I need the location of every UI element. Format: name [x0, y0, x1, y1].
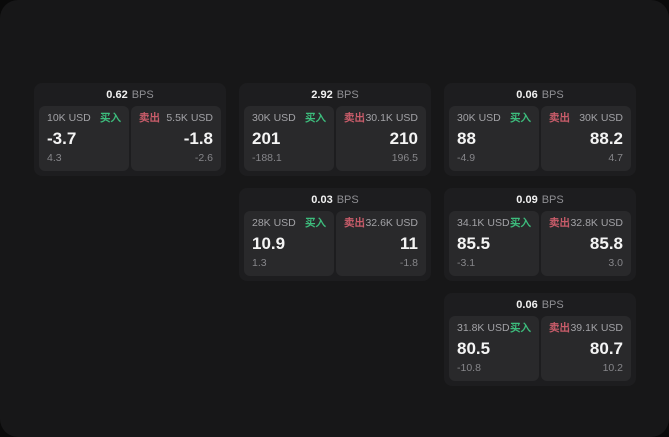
buy-label: 买入: [510, 322, 531, 334]
spread-unit: BPS: [541, 88, 564, 101]
sell-amount: 30K USD: [579, 112, 623, 124]
buy-panel[interactable]: 28K USD 买入 10.9 1.3: [244, 211, 334, 276]
sell-price: 88.2: [589, 129, 623, 148]
buy-sub-value: -4.9: [457, 152, 476, 164]
sell-price: -1.8: [183, 129, 213, 148]
buy-sub-value: -10.8: [457, 362, 481, 374]
spread-value: 0.03: [311, 193, 333, 206]
buy-amount: 28K USD: [252, 217, 296, 229]
spread-value: 2.92: [311, 88, 333, 101]
sell-label: 卖出: [344, 112, 365, 124]
sell-amount: 39.1K USD: [570, 322, 623, 334]
buy-label: 买入: [100, 112, 121, 124]
sell-sub-value: 4.7: [608, 152, 623, 164]
quote-card: 0.03 BPS 28K USD 买入 10.9 1.3 卖出 32.6K US…: [239, 188, 431, 281]
buy-panel[interactable]: 31.8K USD 买入 80.5 -10.8: [449, 316, 539, 381]
quote-card: 0.06 BPS 31.8K USD 买入 80.5 -10.8 卖出 39.1…: [444, 293, 636, 386]
quote-panels: 28K USD 买入 10.9 1.3 卖出 32.6K USD 11 -1.8: [239, 211, 431, 281]
sell-label: 卖出: [549, 322, 570, 334]
card-header: 2.92 BPS: [239, 83, 431, 106]
sell-label: 卖出: [139, 112, 160, 124]
quote-panels: 30K USD 买入 201 -188.1 卖出 30.1K USD 210 1…: [239, 106, 431, 176]
sell-sub-value: -2.6: [194, 152, 213, 164]
buy-price: 80.5: [457, 339, 491, 358]
card-header: 0.62 BPS: [34, 83, 226, 106]
spread-unit: BPS: [336, 193, 359, 206]
quote-panels: 10K USD 买入 -3.7 4.3 卖出 5.5K USD -1.8 -2.…: [34, 106, 226, 176]
quote-panels: 31.8K USD 买入 80.5 -10.8 卖出 39.1K USD 80.…: [444, 316, 636, 386]
sell-panel[interactable]: 卖出 5.5K USD -1.8 -2.6: [131, 106, 221, 171]
buy-amount: 30K USD: [457, 112, 501, 124]
buy-amount: 34.1K USD: [457, 217, 510, 229]
quote-panels: 34.1K USD 买入 85.5 -3.1 卖出 32.8K USD 85.8…: [444, 211, 636, 281]
buy-amount: 30K USD: [252, 112, 296, 124]
sell-price: 11: [400, 234, 418, 253]
buy-sub-value: -188.1: [252, 152, 282, 164]
buy-price: -3.7: [47, 129, 77, 148]
buy-price: 88: [457, 129, 476, 148]
quote-card: 0.62 BPS 10K USD 买入 -3.7 4.3 卖出 5.5K USD: [34, 83, 226, 176]
sell-label: 卖出: [549, 112, 570, 124]
sell-amount: 5.5K USD: [166, 112, 213, 124]
spread-unit: BPS: [336, 88, 359, 101]
buy-label: 买入: [510, 217, 531, 229]
card-header: 0.06 BPS: [444, 293, 636, 316]
spread-value: 0.06: [516, 88, 538, 101]
card-header: 0.09 BPS: [444, 188, 636, 211]
sell-price: 85.8: [589, 234, 623, 253]
sell-sub-value: -1.8: [399, 257, 418, 269]
quote-card: 0.09 BPS 34.1K USD 买入 85.5 -3.1 卖出 32.8K…: [444, 188, 636, 281]
sell-panel[interactable]: 卖出 30.1K USD 210 196.5: [336, 106, 426, 171]
buy-panel[interactable]: 10K USD 买入 -3.7 4.3: [39, 106, 129, 171]
sell-panel[interactable]: 卖出 32.8K USD 85.8 3.0: [541, 211, 631, 276]
buy-label: 买入: [305, 112, 326, 124]
buy-sub-value: -3.1: [457, 257, 476, 269]
sell-panel[interactable]: 卖出 39.1K USD 80.7 10.2: [541, 316, 631, 381]
buy-label: 买入: [305, 217, 326, 229]
quote-grid: 0.62 BPS 10K USD 买入 -3.7 4.3 卖出 5.5K USD: [34, 83, 636, 386]
quote-card: 0.06 BPS 30K USD 买入 88 -4.9 卖出 30K USD: [444, 83, 636, 176]
sell-amount: 32.8K USD: [570, 217, 623, 229]
buy-panel[interactable]: 30K USD 买入 88 -4.9: [449, 106, 539, 171]
sell-price: 210: [389, 129, 418, 148]
quote-panels: 30K USD 买入 88 -4.9 卖出 30K USD 88.2 4.7: [444, 106, 636, 176]
buy-amount: 10K USD: [47, 112, 91, 124]
sell-panel[interactable]: 卖出 30K USD 88.2 4.7: [541, 106, 631, 171]
buy-sub-value: 1.3: [252, 257, 267, 269]
spread-unit: BPS: [131, 88, 154, 101]
spread-unit: BPS: [541, 193, 564, 206]
buy-price: 201: [252, 129, 281, 148]
sell-amount: 32.6K USD: [365, 217, 418, 229]
spread-unit: BPS: [541, 298, 564, 311]
buy-price: 10.9: [252, 234, 286, 253]
sell-label: 卖出: [549, 217, 570, 229]
buy-label: 买入: [510, 112, 531, 124]
sell-panel[interactable]: 卖出 32.6K USD 11 -1.8: [336, 211, 426, 276]
card-header: 0.03 BPS: [239, 188, 431, 211]
quote-card: 2.92 BPS 30K USD 买入 201 -188.1 卖出 30.1K …: [239, 83, 431, 176]
buy-sub-value: 4.3: [47, 152, 62, 164]
buy-price: 85.5: [457, 234, 491, 253]
sell-sub-value: 3.0: [608, 257, 623, 269]
spread-value: 0.09: [516, 193, 538, 206]
spread-value: 0.62: [106, 88, 128, 101]
sell-label: 卖出: [344, 217, 365, 229]
spread-value: 0.06: [516, 298, 538, 311]
sell-amount: 30.1K USD: [365, 112, 418, 124]
buy-panel[interactable]: 30K USD 买入 201 -188.1: [244, 106, 334, 171]
buy-amount: 31.8K USD: [457, 322, 510, 334]
sell-sub-value: 10.2: [602, 362, 623, 374]
buy-panel[interactable]: 34.1K USD 买入 85.5 -3.1: [449, 211, 539, 276]
sell-price: 80.7: [589, 339, 623, 358]
card-header: 0.06 BPS: [444, 83, 636, 106]
sell-sub-value: 196.5: [391, 152, 418, 164]
